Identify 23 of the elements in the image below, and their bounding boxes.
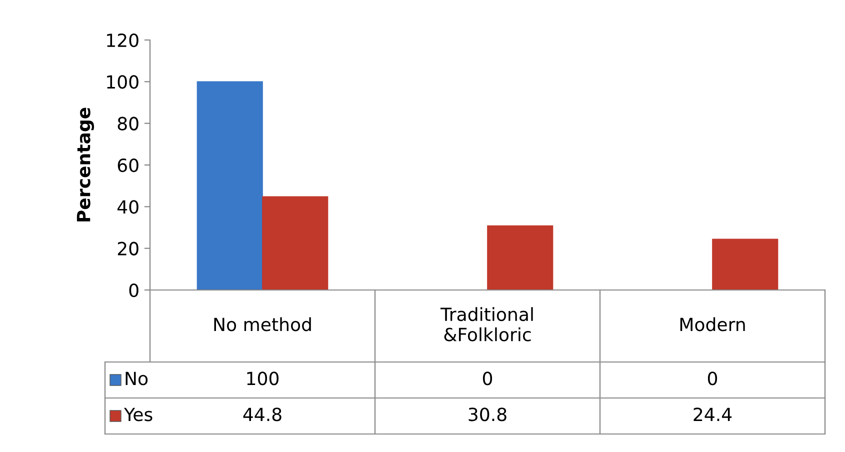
bar [262, 196, 328, 290]
legend-label: Yes [124, 408, 152, 422]
y-tick-label: 120 [107, 33, 138, 48]
y-tick-label: 60 [118, 158, 138, 172]
x-tick-label: No method [214, 317, 311, 332]
data-label: 24.4 [694, 408, 732, 421]
bar [196, 81, 263, 290]
y-tick-label: 80 [118, 116, 138, 130]
y-axis-title: Percentage [76, 108, 94, 222]
data-label: 30.8 [468, 408, 506, 422]
y-tick-label: 20 [118, 242, 138, 256]
data-label: 0 [708, 372, 718, 386]
data-label: 100 [247, 372, 279, 386]
x-tick-label: Modern [680, 317, 745, 332]
y-tick-label: 100 [107, 75, 138, 89]
bar [487, 225, 554, 290]
y-tick-label: 0 [129, 283, 138, 298]
y-tick-label: 40 [117, 200, 138, 214]
bar [712, 238, 778, 290]
x-tick-label: Traditional &Folkloric [440, 307, 533, 342]
legend-label: No [126, 372, 148, 386]
data-label: 0 [482, 372, 492, 386]
data-label: 44.8 [243, 408, 282, 422]
